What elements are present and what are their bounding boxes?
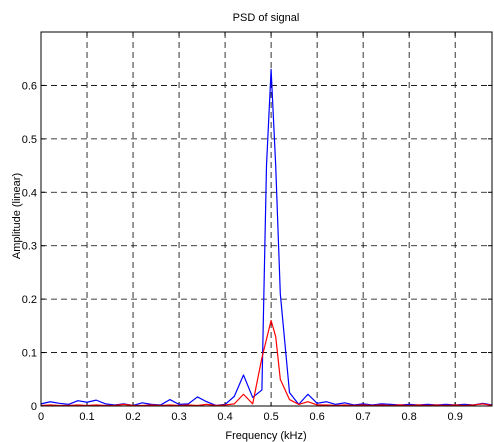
series-line-red bbox=[40, 319, 493, 407]
x-tick-label: 0.4 bbox=[217, 411, 232, 423]
y-tick-label: 0 bbox=[31, 401, 37, 413]
y-tick-label: 0.5 bbox=[22, 134, 37, 146]
y-tick-label: 0.2 bbox=[22, 294, 37, 306]
plot-background bbox=[41, 32, 492, 406]
chart-title: PSD of signal bbox=[233, 12, 300, 24]
x-tick-label: 0 bbox=[38, 411, 44, 423]
y-tick-label: 0.1 bbox=[22, 348, 37, 360]
x-tick-label: 0.5 bbox=[263, 411, 278, 423]
plot-frame bbox=[40, 31, 493, 407]
x-tick-label: 0.7 bbox=[355, 411, 370, 423]
x-axis-title: Frequency (kHz) bbox=[225, 430, 306, 442]
y-tick-label: 0.3 bbox=[22, 241, 37, 253]
x-tick-label: 0.1 bbox=[79, 411, 94, 423]
y-axis-title: Amplitude (linear) bbox=[11, 173, 23, 259]
y-tick-label: 0.6 bbox=[22, 80, 37, 92]
y-tick-label: 0.4 bbox=[22, 187, 37, 199]
x-tick-label: 0.6 bbox=[309, 411, 324, 423]
x-tick-label: 0.2 bbox=[125, 411, 140, 423]
x-tick-label: 0.8 bbox=[402, 411, 417, 423]
plot-area: 0 0.1 0.2 0.3 0.4 0.5 0.6 0.7 0.8 0.9 0 0.1 0.2 0.3 0.… bbox=[22, 31, 493, 423]
x-tick-label: 0.9 bbox=[448, 411, 463, 423]
x-tick-label: 0.3 bbox=[171, 411, 186, 423]
